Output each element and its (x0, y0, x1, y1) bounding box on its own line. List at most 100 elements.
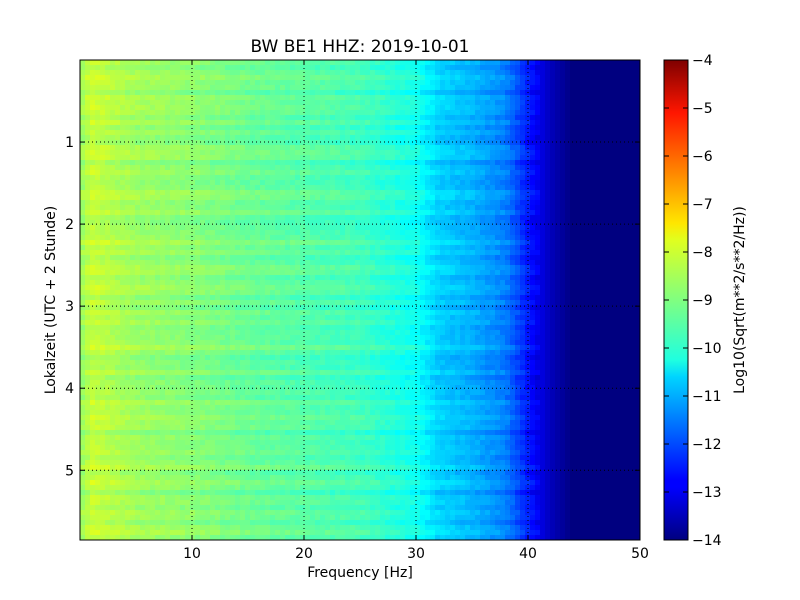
heatmap-cell (340, 215, 346, 221)
heatmap-cell (295, 210, 301, 216)
heatmap-cell (275, 60, 281, 66)
heatmap-cell (345, 170, 351, 176)
heatmap-cell (115, 225, 121, 231)
heatmap-cell (580, 205, 586, 211)
heatmap-cell (225, 260, 231, 266)
heatmap-cell (475, 60, 481, 66)
heatmap-cell (380, 90, 386, 96)
heatmap-cell (610, 145, 616, 151)
heatmap-cell (150, 145, 156, 151)
heatmap-cell (500, 115, 506, 121)
heatmap-cell (125, 240, 131, 246)
heatmap-cell (105, 175, 111, 181)
heatmap-cell (285, 215, 291, 221)
heatmap-cell (475, 65, 481, 71)
heatmap-cell (165, 170, 171, 176)
heatmap-cell (240, 200, 246, 206)
heatmap-cell (195, 185, 201, 191)
heatmap-cell (630, 145, 636, 151)
heatmap-cell (625, 190, 631, 196)
heatmap-cell (225, 160, 231, 166)
heatmap-cell (345, 95, 351, 101)
heatmap-cell (295, 110, 301, 116)
heatmap-cell (195, 175, 201, 181)
heatmap-cell (160, 145, 166, 151)
heatmap-cell (160, 175, 166, 181)
heatmap-cell (375, 270, 381, 276)
heatmap-cell (575, 210, 581, 216)
heatmap-cell (480, 260, 486, 266)
heatmap-cell (350, 145, 356, 151)
heatmap-cell (130, 115, 136, 121)
heatmap-cell (560, 65, 566, 71)
heatmap-cell (285, 70, 291, 76)
heatmap-cell (185, 205, 191, 211)
heatmap-cell (240, 280, 246, 286)
heatmap-cell (280, 60, 286, 66)
heatmap-cell (160, 215, 166, 221)
heatmap-cell (190, 250, 196, 256)
heatmap-cell (570, 170, 576, 176)
heatmap-cell (185, 240, 191, 246)
heatmap-cell (260, 195, 266, 201)
heatmap-cell (420, 215, 426, 221)
heatmap-cell (305, 210, 311, 216)
heatmap-cell (270, 280, 276, 286)
heatmap-cell (540, 100, 546, 106)
heatmap-cell (440, 110, 446, 116)
heatmap-cell (635, 130, 640, 136)
heatmap-cell (350, 230, 356, 236)
heatmap-cell (510, 70, 516, 76)
heatmap-cell (350, 130, 356, 136)
heatmap-cell (150, 225, 156, 231)
heatmap-cell (85, 210, 91, 216)
heatmap-cell (310, 135, 316, 141)
heatmap-cell (625, 165, 631, 171)
heatmap-cell (240, 190, 246, 196)
heatmap-cell (600, 110, 606, 116)
heatmap-cell (570, 135, 576, 141)
heatmap-cell (150, 220, 156, 226)
heatmap-cell (215, 75, 221, 81)
heatmap-cell (400, 100, 406, 106)
heatmap-cell (450, 175, 456, 181)
heatmap-cell (495, 135, 501, 141)
heatmap-cell (105, 65, 111, 71)
heatmap-cell (310, 80, 316, 86)
heatmap-cell (485, 190, 491, 196)
heatmap-cell (130, 105, 136, 111)
heatmap-cell (455, 200, 461, 206)
heatmap-cell (105, 265, 111, 271)
heatmap-cell (105, 145, 111, 151)
heatmap-cell (215, 235, 221, 241)
heatmap-cell (115, 70, 121, 76)
heatmap-cell (455, 115, 461, 121)
heatmap-cell (345, 255, 351, 261)
heatmap-cell (290, 65, 296, 71)
heatmap-cell (560, 235, 566, 241)
heatmap-cell (175, 155, 181, 161)
heatmap-cell (255, 245, 261, 251)
heatmap-cell (535, 190, 541, 196)
heatmap-cell (205, 130, 211, 136)
heatmap-cell (165, 75, 171, 81)
heatmap-cell (360, 175, 366, 181)
heatmap-cell (425, 155, 431, 161)
heatmap-cell (620, 275, 626, 281)
heatmap-cell (465, 80, 471, 86)
heatmap-cell (275, 270, 281, 276)
heatmap-cell (530, 210, 536, 216)
heatmap-cell (240, 110, 246, 116)
heatmap-cell (355, 80, 361, 86)
heatmap-cell (310, 245, 316, 251)
heatmap-cell (325, 90, 331, 96)
heatmap-cell (230, 120, 236, 126)
heatmap-cell (415, 250, 421, 256)
heatmap-cell (375, 145, 381, 151)
heatmap-cell (380, 85, 386, 91)
heatmap-cell (85, 140, 91, 146)
heatmap-cell (455, 225, 461, 231)
heatmap-cell (630, 190, 636, 196)
heatmap-cell (490, 190, 496, 196)
heatmap-cell (625, 125, 631, 131)
